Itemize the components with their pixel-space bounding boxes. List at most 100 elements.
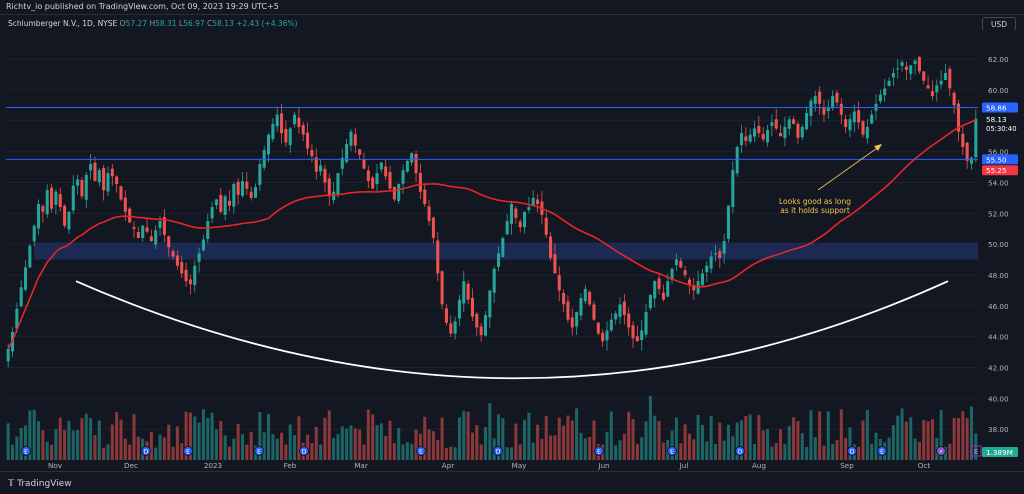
candle-body bbox=[722, 241, 726, 254]
volume-bar bbox=[848, 427, 852, 460]
candle-body bbox=[444, 308, 448, 323]
candle-body bbox=[310, 150, 314, 157]
price-tick-label: 48.00 bbox=[988, 271, 1009, 280]
candle-body bbox=[431, 217, 435, 238]
candle-body bbox=[627, 313, 631, 328]
volume-bar bbox=[531, 442, 535, 460]
volume-bar bbox=[657, 420, 661, 460]
volume-bar bbox=[267, 413, 271, 460]
event-marker-icon bbox=[594, 446, 604, 456]
candle-body bbox=[6, 348, 10, 362]
candle-body bbox=[917, 56, 921, 72]
volume-bar bbox=[496, 414, 501, 460]
candle-body bbox=[952, 92, 956, 106]
volume-bar bbox=[223, 435, 227, 460]
candle-body bbox=[280, 113, 284, 134]
volume-bar bbox=[813, 437, 817, 460]
candle-body bbox=[89, 163, 93, 171]
candle-body bbox=[123, 197, 127, 212]
candle-body bbox=[770, 122, 774, 126]
volume-bar bbox=[119, 419, 123, 460]
volume-bar bbox=[527, 412, 531, 460]
moving-average-line bbox=[7, 118, 977, 350]
volume-bar bbox=[271, 434, 275, 460]
candle-body bbox=[700, 273, 704, 286]
volume-bar bbox=[614, 445, 618, 460]
candle-body bbox=[904, 66, 908, 70]
candle-body bbox=[145, 227, 149, 232]
volume-bar bbox=[622, 433, 626, 460]
volume-bar bbox=[952, 417, 956, 460]
volume-bar bbox=[431, 431, 435, 460]
volume-bar bbox=[171, 446, 175, 460]
candle-body bbox=[201, 239, 205, 251]
horizontal-levels bbox=[6, 107, 978, 160]
candle-body bbox=[739, 133, 744, 146]
candle-body bbox=[366, 170, 370, 181]
candle-body bbox=[753, 128, 757, 137]
candle-body bbox=[388, 172, 392, 189]
candle-body bbox=[891, 73, 895, 78]
volume-bar bbox=[340, 426, 344, 460]
candle-body bbox=[800, 126, 804, 138]
candle-body bbox=[37, 204, 41, 229]
candle-body bbox=[523, 211, 527, 228]
candle-body bbox=[80, 179, 84, 197]
candle-body bbox=[878, 94, 882, 102]
close-value: 58.13 bbox=[212, 19, 234, 28]
annotation-line-2: as it holds support bbox=[780, 206, 850, 215]
volume-bar bbox=[332, 438, 336, 460]
volume-bar bbox=[440, 417, 444, 460]
candle-body bbox=[575, 311, 579, 327]
volume-bar bbox=[197, 422, 201, 460]
volume-bar bbox=[136, 436, 140, 460]
candle-body bbox=[440, 271, 444, 305]
price-tick-label: 54.00 bbox=[988, 178, 1009, 187]
last-price-label: 58.13 bbox=[986, 115, 1007, 124]
volume-bar bbox=[362, 444, 366, 460]
volume-bar bbox=[523, 419, 527, 460]
volume-bar bbox=[410, 443, 414, 460]
event-markers: E D E E D E D E E D D E ⚡ bbox=[21, 446, 946, 456]
volume-bar bbox=[284, 444, 288, 460]
candle-body bbox=[449, 323, 453, 334]
volume-bar bbox=[310, 443, 314, 460]
volume-bar bbox=[175, 426, 179, 460]
volume-bar bbox=[219, 420, 223, 460]
candle-body bbox=[831, 96, 835, 109]
volume-bar bbox=[826, 411, 830, 460]
candle-body bbox=[188, 279, 192, 285]
volume-bar bbox=[653, 415, 657, 460]
volume-bar bbox=[401, 444, 405, 460]
volume-bar bbox=[154, 447, 158, 460]
open-label: O bbox=[119, 19, 126, 28]
volume-bar bbox=[249, 431, 253, 460]
volume-bar bbox=[644, 421, 648, 460]
volume-bar bbox=[787, 426, 791, 460]
volume-bar bbox=[939, 409, 943, 460]
volume-bar bbox=[201, 409, 205, 460]
volume-bar bbox=[605, 431, 609, 460]
volume-bar bbox=[6, 423, 10, 460]
symbol-name: Schlumberger N.V., 1D, NYSE bbox=[8, 19, 118, 28]
candle-body bbox=[883, 88, 887, 96]
volume-bar bbox=[102, 447, 106, 460]
price-tick-label: 40.00 bbox=[988, 394, 1009, 403]
candle-body bbox=[514, 208, 518, 218]
volume-bar bbox=[71, 430, 75, 460]
volume-bar bbox=[297, 416, 301, 460]
annotation-line-1: Looks good as long bbox=[778, 197, 851, 206]
candle-body bbox=[505, 221, 509, 235]
volume-bar bbox=[640, 437, 644, 460]
candle-body bbox=[787, 119, 791, 129]
tv-logo-icon: 𝕋 bbox=[8, 479, 15, 489]
candle-body bbox=[909, 65, 913, 74]
candle-body bbox=[527, 207, 531, 210]
annotation-note: Looks good as long as it holds support bbox=[770, 197, 860, 215]
volume-bar bbox=[15, 436, 19, 460]
candle-body bbox=[943, 73, 947, 80]
volume-bar bbox=[779, 429, 783, 460]
event-marker-icon bbox=[254, 446, 264, 456]
